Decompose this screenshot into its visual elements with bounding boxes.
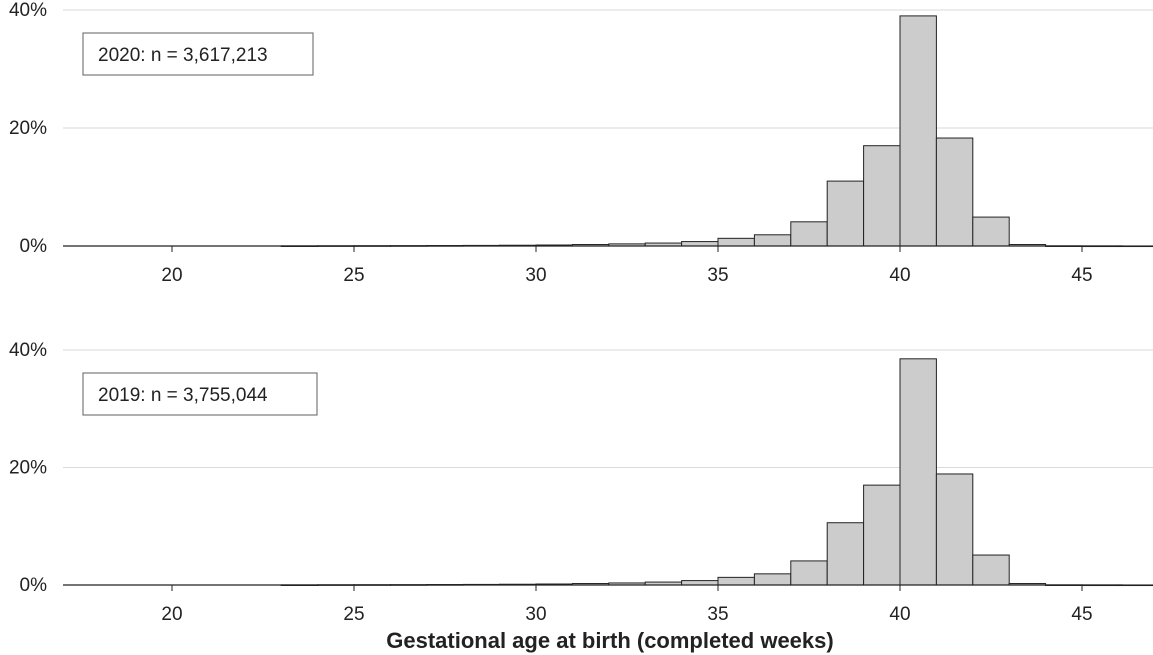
- histogram-bar: [753, 573, 792, 586]
- histogram-bar: [826, 522, 865, 586]
- histogram-bar: [935, 137, 974, 247]
- histogram-bar: [826, 180, 865, 247]
- x-tick-label: 35: [707, 604, 728, 625]
- histogram-bar: [972, 554, 1010, 586]
- y-tick-label: 0%: [20, 575, 48, 596]
- histogram-bar: [972, 216, 1010, 247]
- panel-2020: 0% 20% 40% 20 25 30 35 40 45 2020: n = 3,617,213: [9, 0, 1153, 286]
- histogram-bar: [681, 241, 719, 247]
- x-axis-title: Gestational age at birth (completed week…: [386, 628, 833, 653]
- x-tick-label: 20: [161, 265, 182, 286]
- x-tick-label: 30: [525, 604, 546, 625]
- x-tick-label: 20: [161, 604, 182, 625]
- histogram-bar: [681, 580, 719, 586]
- histogram-bar: [863, 484, 901, 586]
- y-tick-label: 20%: [9, 118, 47, 139]
- histogram-bar: [753, 234, 792, 247]
- y-tick-label: 0%: [20, 236, 48, 257]
- x-tick-label: 40: [889, 604, 910, 625]
- y-tick-label: 20%: [9, 458, 47, 479]
- y-tick-label: 40%: [9, 340, 47, 361]
- panel-label-box: [82, 372, 318, 416]
- x-tick-label: 40: [889, 265, 910, 286]
- panel-label-box: [82, 32, 314, 76]
- y-tick-label: 40%: [9, 0, 47, 21]
- histogram-bar: [790, 560, 828, 586]
- x-tick-label: 25: [343, 265, 364, 286]
- x-tick-label: 35: [707, 265, 728, 286]
- x-tick-label: 25: [343, 604, 364, 625]
- panel-label: 2019: n = 3,755,044: [98, 385, 268, 406]
- histogram-bar: [899, 358, 937, 586]
- histogram-bar: [863, 145, 901, 247]
- histogram-bar: [1117, 584, 1153, 587]
- x-tick-label: 30: [525, 265, 546, 286]
- x-tick-label: 45: [1071, 265, 1092, 286]
- histogram-bar: [717, 237, 755, 247]
- histogram-bar: [935, 473, 974, 586]
- histogram-bar: [790, 221, 828, 247]
- panel-label: 2020: n = 3,617,213: [98, 45, 268, 66]
- histogram-bar: [1117, 245, 1153, 248]
- histogram-bar: [717, 576, 755, 586]
- panel-2019: 0% 20% 40% 20 25 30 35 40 45 2019: n = 3,755,044: [9, 340, 1153, 625]
- histogram-bar: [899, 15, 937, 247]
- x-tick-label: 45: [1071, 604, 1092, 625]
